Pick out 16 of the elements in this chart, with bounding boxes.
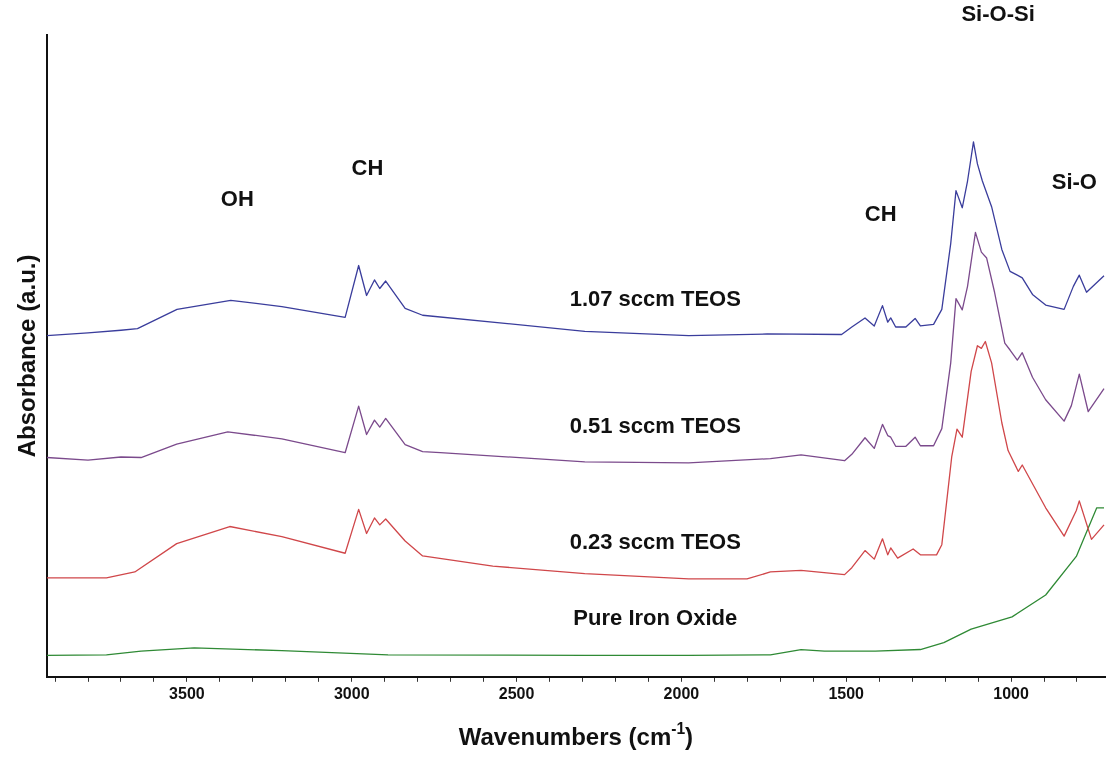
series-label: Pure Iron Oxide	[573, 605, 738, 631]
y-axis-title: Absorbance (a.u.)	[13, 254, 41, 458]
annotation: CH	[351, 154, 384, 180]
x-tick-label: 3000	[333, 684, 370, 702]
x-tick-label: 2500	[498, 684, 535, 702]
x-tick-label: 2000	[663, 684, 700, 702]
series-label: 0.23 sccm TEOS	[569, 528, 741, 554]
x-tick-label: 3500	[169, 684, 205, 702]
annotation: OH	[220, 186, 254, 212]
annotation: Si-O	[1051, 168, 1097, 194]
series-label: 0.51 sccm TEOS	[569, 412, 741, 438]
annotation: CH	[864, 200, 897, 226]
text: Si-O-Si	[961, 1, 1035, 27]
x-tick-label: 1500	[828, 684, 865, 702]
x-tick-label: 1000	[993, 684, 1029, 702]
series-label: 1.07 sccm TEOS	[569, 285, 741, 311]
